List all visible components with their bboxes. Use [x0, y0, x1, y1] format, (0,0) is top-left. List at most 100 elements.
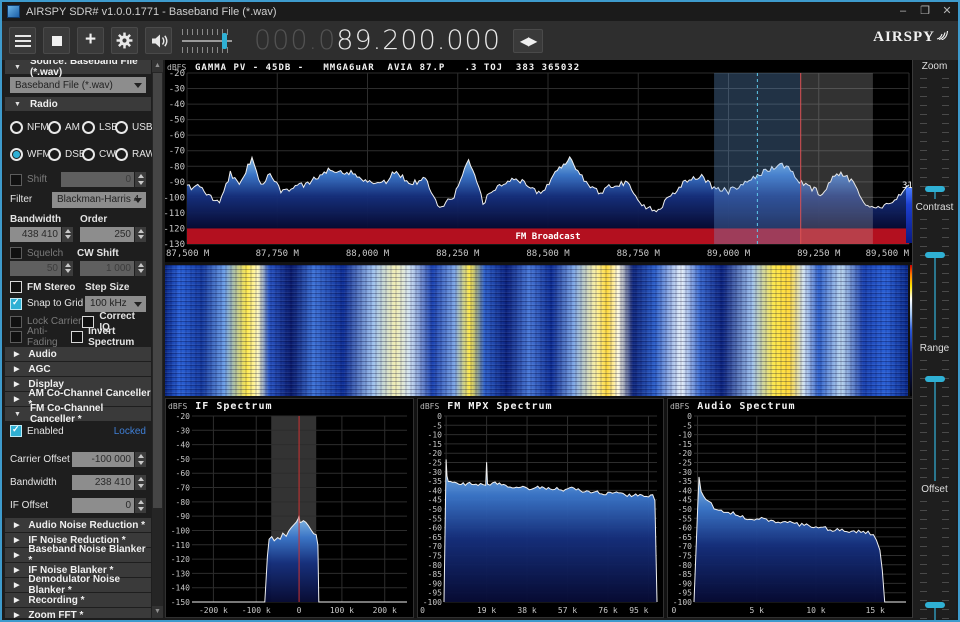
if-offset-spinner[interactable]: [135, 498, 146, 513]
spin-up-icon[interactable]: [65, 263, 71, 267]
scrollbar-thumb[interactable]: [153, 73, 162, 508]
section-header-audio[interactable]: ▶Audio: [5, 347, 151, 361]
carrier-offset-field[interactable]: -100 000: [72, 452, 134, 467]
squelch-spinner[interactable]: [62, 261, 73, 276]
waterfall-display[interactable]: [165, 265, 908, 396]
tune-down-icon[interactable]: ◀: [520, 34, 528, 48]
spin-down-icon[interactable]: [138, 235, 144, 239]
anti-fading-checkbox[interactable]: [10, 331, 22, 343]
slider-thumb[interactable]: [925, 186, 945, 192]
slider-thumb[interactable]: [925, 376, 945, 382]
mode-radio-dsb[interactable]: DSB: [48, 148, 82, 161]
source-dropdown[interactable]: Baseband File (*.wav): [10, 77, 146, 93]
frequency-display[interactable]: 000.089.200.000: [254, 25, 501, 56]
invert-spectrum-checkbox[interactable]: [71, 331, 83, 343]
volume-thumb[interactable]: [222, 33, 227, 49]
order-spinner[interactable]: [135, 227, 146, 242]
scroll-up-icon[interactable]: ▲: [152, 60, 163, 72]
slider-range[interactable]: Range: [913, 343, 956, 483]
bandwidth-spinner[interactable]: [62, 227, 73, 242]
canceller-bandwidth-spinner[interactable]: [135, 475, 146, 490]
carrier-offset-spinner[interactable]: [135, 452, 146, 467]
section-header-baseband-noise-blanker[interactable]: ▶Baseband Noise Blanker *: [5, 548, 151, 562]
mode-radio-lsb[interactable]: LSB: [82, 121, 115, 134]
spin-down-icon[interactable]: [65, 235, 71, 239]
fm-canceller-panel-header[interactable]: ▼FM Co-Channel Canceller *: [5, 407, 151, 421]
if-spectrum-plot[interactable]: -20-30-40-50-60-70-80-90-100-110-120-130…: [166, 413, 413, 617]
mpx-spectrum-plot[interactable]: 0-5-10-15-20-25-30-35-40-45-50-55-60-65-…: [418, 413, 663, 617]
correct-iq-checkbox[interactable]: [82, 316, 94, 328]
add-button[interactable]: +: [77, 27, 104, 54]
if-spectrum-panel[interactable]: dBFSIF Spectrum -20-30-40-50-60-70-80-90…: [165, 398, 414, 618]
mode-radio-usb[interactable]: USB: [115, 121, 152, 134]
order-value-field[interactable]: 250: [80, 227, 134, 242]
mode-radio-raw[interactable]: RAW: [115, 148, 152, 161]
mode-radio-nfm[interactable]: NFM: [10, 121, 48, 134]
tune-up-icon[interactable]: ▶: [528, 34, 536, 48]
section-header-audio-noise-reduction[interactable]: ▶Audio Noise Reduction *: [5, 518, 151, 532]
lock-carrier-checkbox[interactable]: [10, 316, 22, 328]
spin-up-icon[interactable]: [138, 500, 144, 504]
mode-radio-cw[interactable]: CW: [82, 148, 115, 161]
spin-up-icon[interactable]: [138, 229, 144, 233]
section-header-zoom-fft[interactable]: ▶Zoom FFT *: [5, 608, 151, 618]
slider-offset[interactable]: Offset: [913, 484, 956, 622]
sidebar-scrollbar[interactable]: ▲ ▼: [152, 60, 163, 618]
shift-value-field[interactable]: 0: [61, 172, 134, 187]
step-size-dropdown[interactable]: 100 kHz: [85, 296, 146, 312]
filter-dropdown[interactable]: Blackman-Harris 4: [52, 192, 146, 208]
volume-slider[interactable]: [182, 27, 238, 55]
cw-shift-value-field[interactable]: 1 000: [80, 261, 134, 276]
cw-shift-spinner[interactable]: [135, 261, 146, 276]
spin-down-icon[interactable]: [138, 507, 144, 511]
canceller-bandwidth-field[interactable]: 238 410: [72, 475, 134, 490]
settings-button[interactable]: [111, 27, 138, 54]
squelch-checkbox[interactable]: [10, 247, 22, 259]
scroll-down-icon[interactable]: ▼: [152, 606, 163, 618]
fm-stereo-checkbox[interactable]: [10, 281, 22, 293]
spin-down-icon[interactable]: [138, 269, 144, 273]
slider-zoom[interactable]: Zoom: [913, 61, 956, 201]
shift-checkbox[interactable]: [10, 174, 22, 186]
snap-to-grid-checkbox[interactable]: [10, 298, 22, 310]
audio-spectrum-plot[interactable]: 0-5-10-15-20-25-30-35-40-45-50-55-60-65-…: [668, 413, 912, 617]
slider-track[interactable]: [920, 76, 949, 201]
squelch-value-field[interactable]: 50: [10, 261, 61, 276]
slider-track[interactable]: [920, 499, 949, 622]
section-header-demodulator-noise-blanker[interactable]: ▶Demodulator Noise Blanker *: [5, 578, 151, 592]
mode-radio-am[interactable]: AM: [48, 121, 82, 134]
locked-link[interactable]: Locked: [114, 426, 146, 437]
spin-down-icon[interactable]: [138, 181, 144, 185]
source-panel-header[interactable]: ▼Source: Baseband File (*.wav): [5, 60, 151, 74]
canceller-enabled-checkbox[interactable]: [10, 425, 22, 437]
slider-thumb[interactable]: [925, 252, 945, 258]
spin-up-icon[interactable]: [138, 263, 144, 267]
radio-panel-header[interactable]: ▼Radio: [5, 97, 151, 111]
maximize-button[interactable]: ❐: [914, 3, 936, 20]
menu-button[interactable]: [9, 27, 36, 54]
main-spectrum-panel[interactable]: dBFS GAMMA PV - 45DB - MMGA6uAR AVIA 87.…: [165, 60, 917, 262]
audio-button[interactable]: [145, 27, 172, 54]
title-bar[interactable]: AIRSPY SDR# v1.0.0.1771 - Baseband File …: [2, 2, 958, 21]
bandwidth-value-field[interactable]: 438 410: [10, 227, 61, 242]
tune-step-buttons[interactable]: ◀▶: [513, 29, 543, 53]
slider-thumb[interactable]: [925, 602, 945, 608]
spin-up-icon[interactable]: [138, 174, 144, 178]
section-header-agc[interactable]: ▶AGC: [5, 362, 151, 376]
slider-track[interactable]: [920, 358, 949, 483]
shift-spinner[interactable]: [135, 172, 146, 187]
spin-down-icon[interactable]: [65, 269, 71, 273]
minimize-button[interactable]: –: [892, 3, 914, 20]
slider-track[interactable]: [920, 217, 949, 342]
mpx-spectrum-panel[interactable]: dBFSFM MPX Spectrum 0-5-10-15-20-25-30-3…: [417, 398, 664, 618]
spin-down-icon[interactable]: [138, 484, 144, 488]
spin-up-icon[interactable]: [138, 477, 144, 481]
stop-button[interactable]: [43, 27, 70, 54]
audio-spectrum-panel[interactable]: dBFSAudio Spectrum 0-5-10-15-20-25-30-35…: [667, 398, 913, 618]
if-offset-field[interactable]: 0: [72, 498, 134, 513]
mode-radio-wfm[interactable]: WFM: [10, 148, 48, 161]
slider-contrast[interactable]: Contrast: [913, 202, 956, 342]
spin-up-icon[interactable]: [138, 454, 144, 458]
close-button[interactable]: ✕: [936, 3, 958, 20]
spin-up-icon[interactable]: [65, 229, 71, 233]
